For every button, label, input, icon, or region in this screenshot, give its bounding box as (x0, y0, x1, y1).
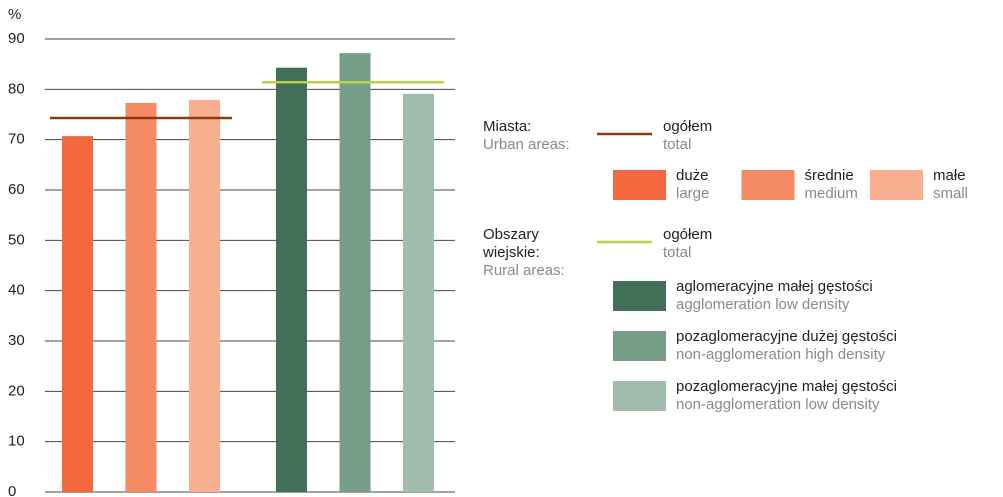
legend-swatch (870, 170, 923, 200)
y-tick-label: 20 (8, 382, 25, 399)
legend-label: pozaglomeracyjne dużej gęstości (676, 328, 897, 345)
y-tick-label: 50 (8, 231, 25, 248)
bar (339, 53, 371, 493)
legend-total-en: total (663, 136, 691, 153)
legend-label: duże (676, 167, 709, 184)
y-tick-label: 70 (8, 131, 25, 148)
bar (62, 136, 93, 493)
y-tick-label: 60 (8, 181, 25, 198)
legend-swatch (613, 170, 666, 200)
legend-label-en: small (933, 185, 968, 202)
legend-label-en: non-agglomeration high density (676, 346, 886, 363)
legend-group-label-en: Urban areas: (483, 136, 570, 153)
legend-label-en: agglomeration low density (676, 296, 850, 313)
legend-label: pozaglomeracyjne małej gęstości (676, 378, 897, 395)
y-tick-label: 0 (8, 483, 16, 497)
y-axis-label: % (8, 6, 21, 23)
legend-group-label-en: Rural areas: (483, 262, 565, 279)
legend-total: ogółem (663, 226, 712, 243)
legend-label: małe (933, 167, 966, 184)
legend-total-en: total (663, 244, 691, 261)
y-tick-label: 40 (8, 282, 25, 299)
y-tick-label: 80 (8, 80, 25, 97)
legend-group-label: Miasta: (483, 118, 531, 135)
legend-label-en: non-agglomeration low density (676, 396, 880, 413)
bar (189, 99, 220, 493)
legend-swatch (613, 331, 666, 361)
legend-label-en: large (676, 185, 709, 202)
bar (403, 93, 434, 492)
legend-label-en: medium (805, 185, 858, 202)
legend-swatch (613, 381, 666, 411)
y-tick-label: 90 (8, 30, 25, 47)
legend-group-label-box: Obszary wiejskie: (483, 226, 540, 261)
y-tick-label: 30 (8, 332, 25, 349)
bar (276, 67, 307, 492)
legend-label: aglomeracyjne małej gęstości (676, 278, 873, 295)
bar (125, 102, 157, 492)
legend-swatch (741, 170, 795, 200)
y-tick-label: 10 (8, 433, 25, 450)
legend-label: średnie (805, 167, 854, 184)
legend-swatch (613, 281, 666, 311)
legend-group-label: Obszary wiejskie: (483, 226, 540, 261)
legend-total: ogółem (663, 118, 712, 135)
